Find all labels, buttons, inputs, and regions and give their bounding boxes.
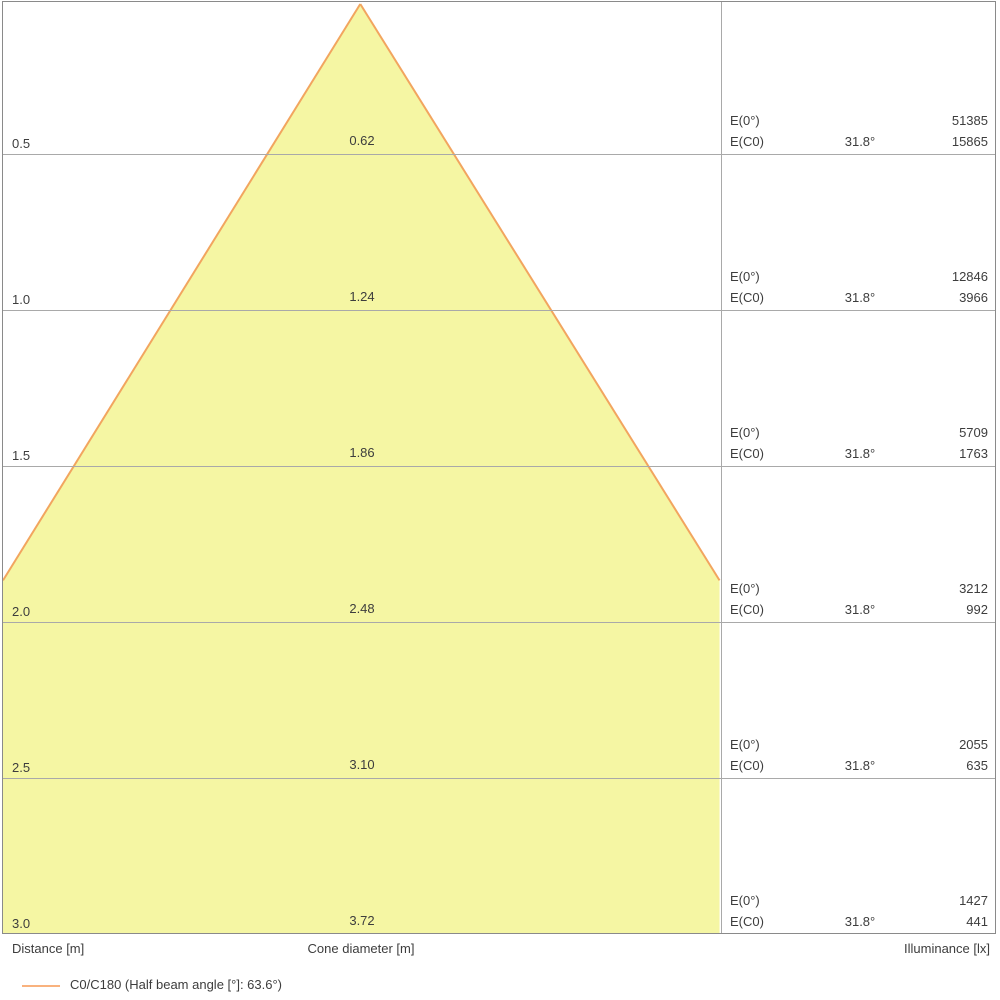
ec0-value: 1763: [959, 446, 988, 461]
ec0-label: E(C0): [730, 602, 764, 617]
illuminance-block: E(0°) 1427 E(C0) 31.8° 441: [730, 890, 988, 932]
ec0-line: E(C0) 31.8° 3966: [730, 287, 988, 308]
angle-spacer: [814, 890, 906, 911]
angle-spacer: [814, 422, 906, 443]
cone-diagram-chart: 0.5 0.62 E(0°) 51385 E(C0) 31.8° 15865 1…: [2, 1, 996, 934]
table-row: 0.5 0.62 E(0°) 51385 E(C0) 31.8° 15865: [3, 106, 995, 154]
gridline-0.5m: [3, 154, 995, 155]
illuminance-block: E(0°) 2055 E(C0) 31.8° 635: [730, 734, 988, 776]
cone-diameter-value: 1.24: [349, 289, 375, 304]
e0-label: E(0°): [730, 269, 760, 284]
distance-label: 1.0: [12, 292, 31, 307]
legend-label: C0/C180 (Half beam angle [°]: 63.6°): [70, 977, 283, 992]
cone-diameter-value: 3.72: [349, 913, 375, 928]
ec0-value: 441: [966, 914, 988, 929]
distance-label: 2.5: [12, 760, 31, 775]
half-angle-value: 31.8°: [844, 914, 876, 929]
e0-value: 12846: [951, 269, 988, 284]
distance-label: 0.5: [12, 136, 31, 151]
e0-value: 3212: [959, 581, 988, 596]
ec0-label: E(C0): [730, 290, 764, 305]
ec0-value: 635: [966, 758, 988, 773]
ec0-value: 3966: [959, 290, 988, 305]
table-row: 1.0 1.24 E(0°) 12846 E(C0) 31.8° 3966: [3, 262, 995, 310]
angle-spacer: [814, 578, 906, 599]
table-row: 3.0 3.72 E(0°) 1427 E(C0) 31.8° 441: [3, 886, 995, 934]
ec0-line: E(C0) 31.8° 1763: [730, 443, 988, 464]
light-cone-shape: [3, 3, 721, 933]
cone-diameter-value: 1.86: [349, 445, 375, 460]
cone-diameter-value: 2.48: [349, 601, 375, 616]
panel-separator: [721, 2, 722, 933]
illuminance-axis-label: Illuminance [lx]: [904, 941, 990, 956]
cone-diameter-axis-label: Cone diameter [m]: [307, 941, 415, 956]
e0-line: E(0°) 12846: [730, 266, 988, 287]
ec0-line: E(C0) 31.8° 992: [730, 599, 988, 620]
ec0-value: 992: [966, 602, 988, 617]
ec0-label: E(C0): [730, 758, 764, 773]
cone-diameter-value: 3.10: [349, 757, 375, 772]
half-angle-value: 31.8°: [844, 602, 876, 617]
cone-fill: [3, 3, 720, 933]
e0-line: E(0°) 1427: [730, 890, 988, 911]
gridline-1.0m: [3, 310, 995, 311]
table-row: 2.5 3.10 E(0°) 2055 E(C0) 31.8° 635: [3, 730, 995, 778]
distance-label: 2.0: [12, 604, 31, 619]
e0-value: 1427: [959, 893, 988, 908]
e0-label: E(0°): [730, 425, 760, 440]
distance-axis-label: Distance [m]: [12, 941, 85, 956]
cone-diameter-value: 0.62: [349, 133, 375, 148]
ec0-value: 15865: [951, 134, 988, 149]
ec0-line: E(C0) 31.8° 441: [730, 911, 988, 932]
legend-line-swatch: [22, 985, 60, 987]
legend: C0/C180 (Half beam angle [°]: 63.6°): [2, 976, 996, 996]
half-angle-value: 31.8°: [844, 758, 876, 773]
e0-label: E(0°): [730, 737, 760, 752]
e0-line: E(0°) 3212: [730, 578, 988, 599]
illuminance-block: E(0°) 51385 E(C0) 31.8° 15865: [730, 110, 988, 152]
illuminance-block: E(0°) 12846 E(C0) 31.8° 3966: [730, 266, 988, 308]
illuminance-block: E(0°) 5709 E(C0) 31.8° 1763: [730, 422, 988, 464]
ec0-line: E(C0) 31.8° 15865: [730, 131, 988, 152]
half-angle-value: 31.8°: [844, 446, 876, 461]
angle-spacer: [814, 734, 906, 755]
e0-value: 5709: [959, 425, 988, 440]
e0-line: E(0°) 2055: [730, 734, 988, 755]
cone-left-edge: [3, 3, 362, 581]
gridline-2.5m: [3, 778, 995, 779]
ec0-label: E(C0): [730, 446, 764, 461]
e0-value: 51385: [951, 113, 988, 128]
e0-line: E(0°) 5709: [730, 422, 988, 443]
cone-right-edge: [359, 3, 721, 581]
ec0-label: E(C0): [730, 914, 764, 929]
ec0-line: E(C0) 31.8° 635: [730, 755, 988, 776]
table-row: 1.5 1.86 E(0°) 5709 E(C0) 31.8° 1763: [3, 418, 995, 466]
ec0-label: E(C0): [730, 134, 764, 149]
half-angle-value: 31.8°: [844, 290, 876, 305]
e0-value: 2055: [959, 737, 988, 752]
distance-label: 3.0: [12, 916, 31, 931]
illuminance-block: E(0°) 3212 E(C0) 31.8° 992: [730, 578, 988, 620]
gridline-1.5m: [3, 466, 995, 467]
table-row: 2.0 2.48 E(0°) 3212 E(C0) 31.8° 992: [3, 574, 995, 622]
e0-label: E(0°): [730, 113, 760, 128]
distance-label: 1.5: [12, 448, 31, 463]
e0-label: E(0°): [730, 893, 760, 908]
axis-labels: Distance [m] Cone diameter [m] Illuminan…: [2, 941, 996, 961]
angle-spacer: [814, 110, 906, 131]
angle-spacer: [814, 266, 906, 287]
e0-line: E(0°) 51385: [730, 110, 988, 131]
gridline-2.0m: [3, 622, 995, 623]
e0-label: E(0°): [730, 581, 760, 596]
half-angle-value: 31.8°: [844, 134, 876, 149]
